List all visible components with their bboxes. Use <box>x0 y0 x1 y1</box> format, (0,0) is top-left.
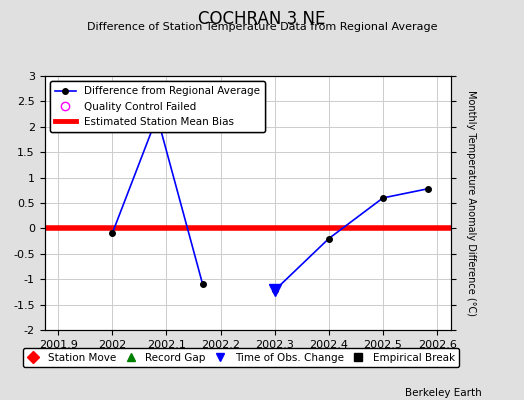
Y-axis label: Monthly Temperature Anomaly Difference (°C): Monthly Temperature Anomaly Difference (… <box>466 90 476 316</box>
Legend: Difference from Regional Average, Quality Control Failed, Estimated Station Mean: Difference from Regional Average, Qualit… <box>50 81 265 132</box>
Text: COCHRAN 3 NE: COCHRAN 3 NE <box>198 10 326 28</box>
Text: Berkeley Earth: Berkeley Earth <box>406 388 482 398</box>
Text: Difference of Station Temperature Data from Regional Average: Difference of Station Temperature Data f… <box>87 22 437 32</box>
Legend: Station Move, Record Gap, Time of Obs. Change, Empirical Break: Station Move, Record Gap, Time of Obs. C… <box>23 348 459 367</box>
